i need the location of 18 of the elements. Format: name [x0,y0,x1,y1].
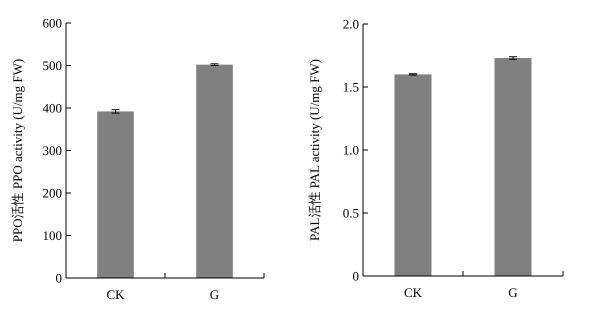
y-tick-label: 400 [42,100,62,116]
y-axis-title: PPO活性 PPO activity (U/mg FW) [10,58,25,242]
x-tick-label: CK [106,287,126,302]
x-tick-label: CK [404,285,423,300]
y-tick-label: 0 [352,268,359,284]
y-tick-label: 1.0 [342,142,359,158]
y-tick-label: 2.0 [342,16,359,32]
y-tick-label: 300 [42,143,62,158]
y-tick-label: 0.5 [342,206,359,220]
y-tick-label: 0 [56,270,62,286]
y-axis-title: PAL活性 PAL activity (U/mg FW) [307,58,322,242]
y-tick-label: 1.5 [342,80,359,94]
y-tick-label: 600 [42,16,62,30]
x-tick-label: G [508,285,518,300]
y-tick-label: 200 [42,186,62,200]
y-tick-label: 100 [42,228,62,243]
x-tick-label: G [210,287,220,302]
y-tick-label: 500 [42,58,62,73]
